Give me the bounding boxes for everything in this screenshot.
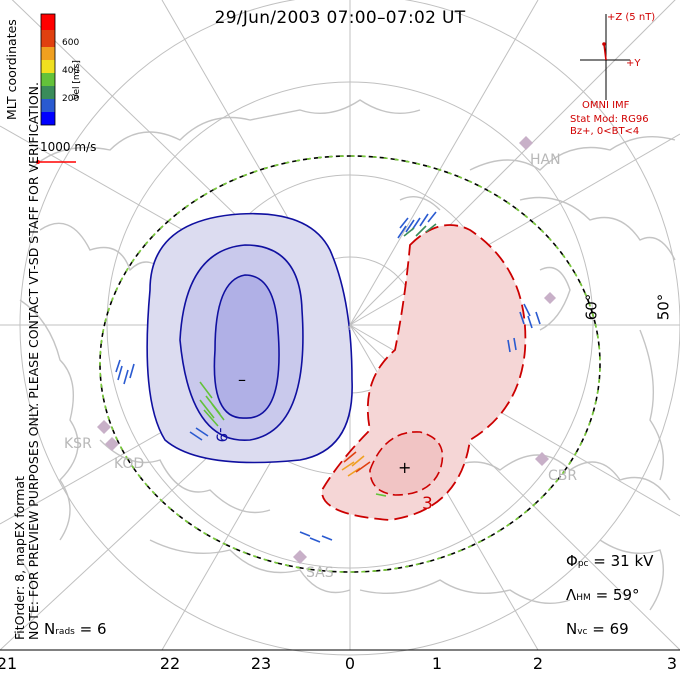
stat-nvc-value: = 69 [592,620,629,638]
stat-nrads-value: = 6 [79,620,107,638]
imf-condition: Bz+, 0<BT<4 [570,126,640,137]
station-kod: KOD [114,456,145,472]
mlt-label-22: 22 [159,654,181,673]
stat-potential-value: = 31 kV [593,552,654,570]
mlt-label-23: 23 [250,654,272,673]
mlt-label-1: 1 [431,654,443,673]
latitude-50: 50° [654,293,673,321]
imf-dial [580,14,630,100]
imf-y-label: +Y [626,58,641,69]
stat-nvc-symbol: N [566,620,578,638]
stat-nrads-symbol: N [44,620,56,638]
stat-nvc: Nvc = 69 [566,620,629,638]
imf-source: OMNI IMF [582,100,630,111]
stat-hm-symbol: Λ [566,586,577,604]
mlt-label-2: 2 [532,654,544,673]
mlt-label-3: 3 [666,654,678,673]
scale-tick-200: 200 [62,94,80,104]
stat-potential-symbol: Φ [566,552,578,570]
coordinates-note: MLT coordinates [4,19,19,120]
heppner-maynard-boundary [99,155,601,573]
stat-nrads: Nrads = 6 [44,620,107,638]
negative-cell-symbol: – [238,370,246,389]
positive-potential-cell [321,224,527,521]
stat-nrads-sub: rads [55,627,75,637]
negative-cell-label: -9 [212,427,231,443]
stat-nvc-sub: vc [577,627,588,637]
preview-note: NOTE: FOR PREVIEW PURPOSES ONLY. PLEASE … [26,82,41,640]
fit-order-note: FitOrder: 8, mapEX format [12,476,27,640]
pole-marker: + [346,322,354,333]
reference-vector-label: 1000 m/s [40,140,97,154]
station-markers [97,136,556,564]
velocity-color-scale [40,13,56,126]
page-title: 29/Jun/2003 07:00–07:02 UT [214,8,466,28]
reference-vector [36,160,76,164]
imf-model: Stat Mod: RG96 [570,114,649,125]
stat-potential: Φpc = 31 kV [566,552,653,570]
stat-potential-sub: pc [577,559,589,569]
latitude-60: 60° [582,293,601,321]
mlt-label-21: 21 [0,654,18,673]
positive-cell-label: 3 [422,494,433,514]
negative-potential-cell [146,212,353,464]
station-ksr: KSR [64,436,92,452]
scale-tick-600: 600 [62,38,80,48]
station-sas: SAS [306,565,334,581]
scale-tick-400: 400 [62,66,80,76]
scale-label: Vel [m/s] [72,60,82,100]
station-han: HAN [530,152,561,168]
stat-hm: ΛHM = 59° [566,586,640,604]
imf-z-label: +Z (5 nT) [607,12,656,23]
station-cbr: CBR [548,468,578,484]
stat-hm-sub: HM [576,593,591,603]
stat-hm-value: = 59° [595,586,640,604]
velocity-vectors [115,211,541,543]
mlt-label-0: 0 [344,654,356,673]
positive-cell-symbol: + [398,458,412,477]
